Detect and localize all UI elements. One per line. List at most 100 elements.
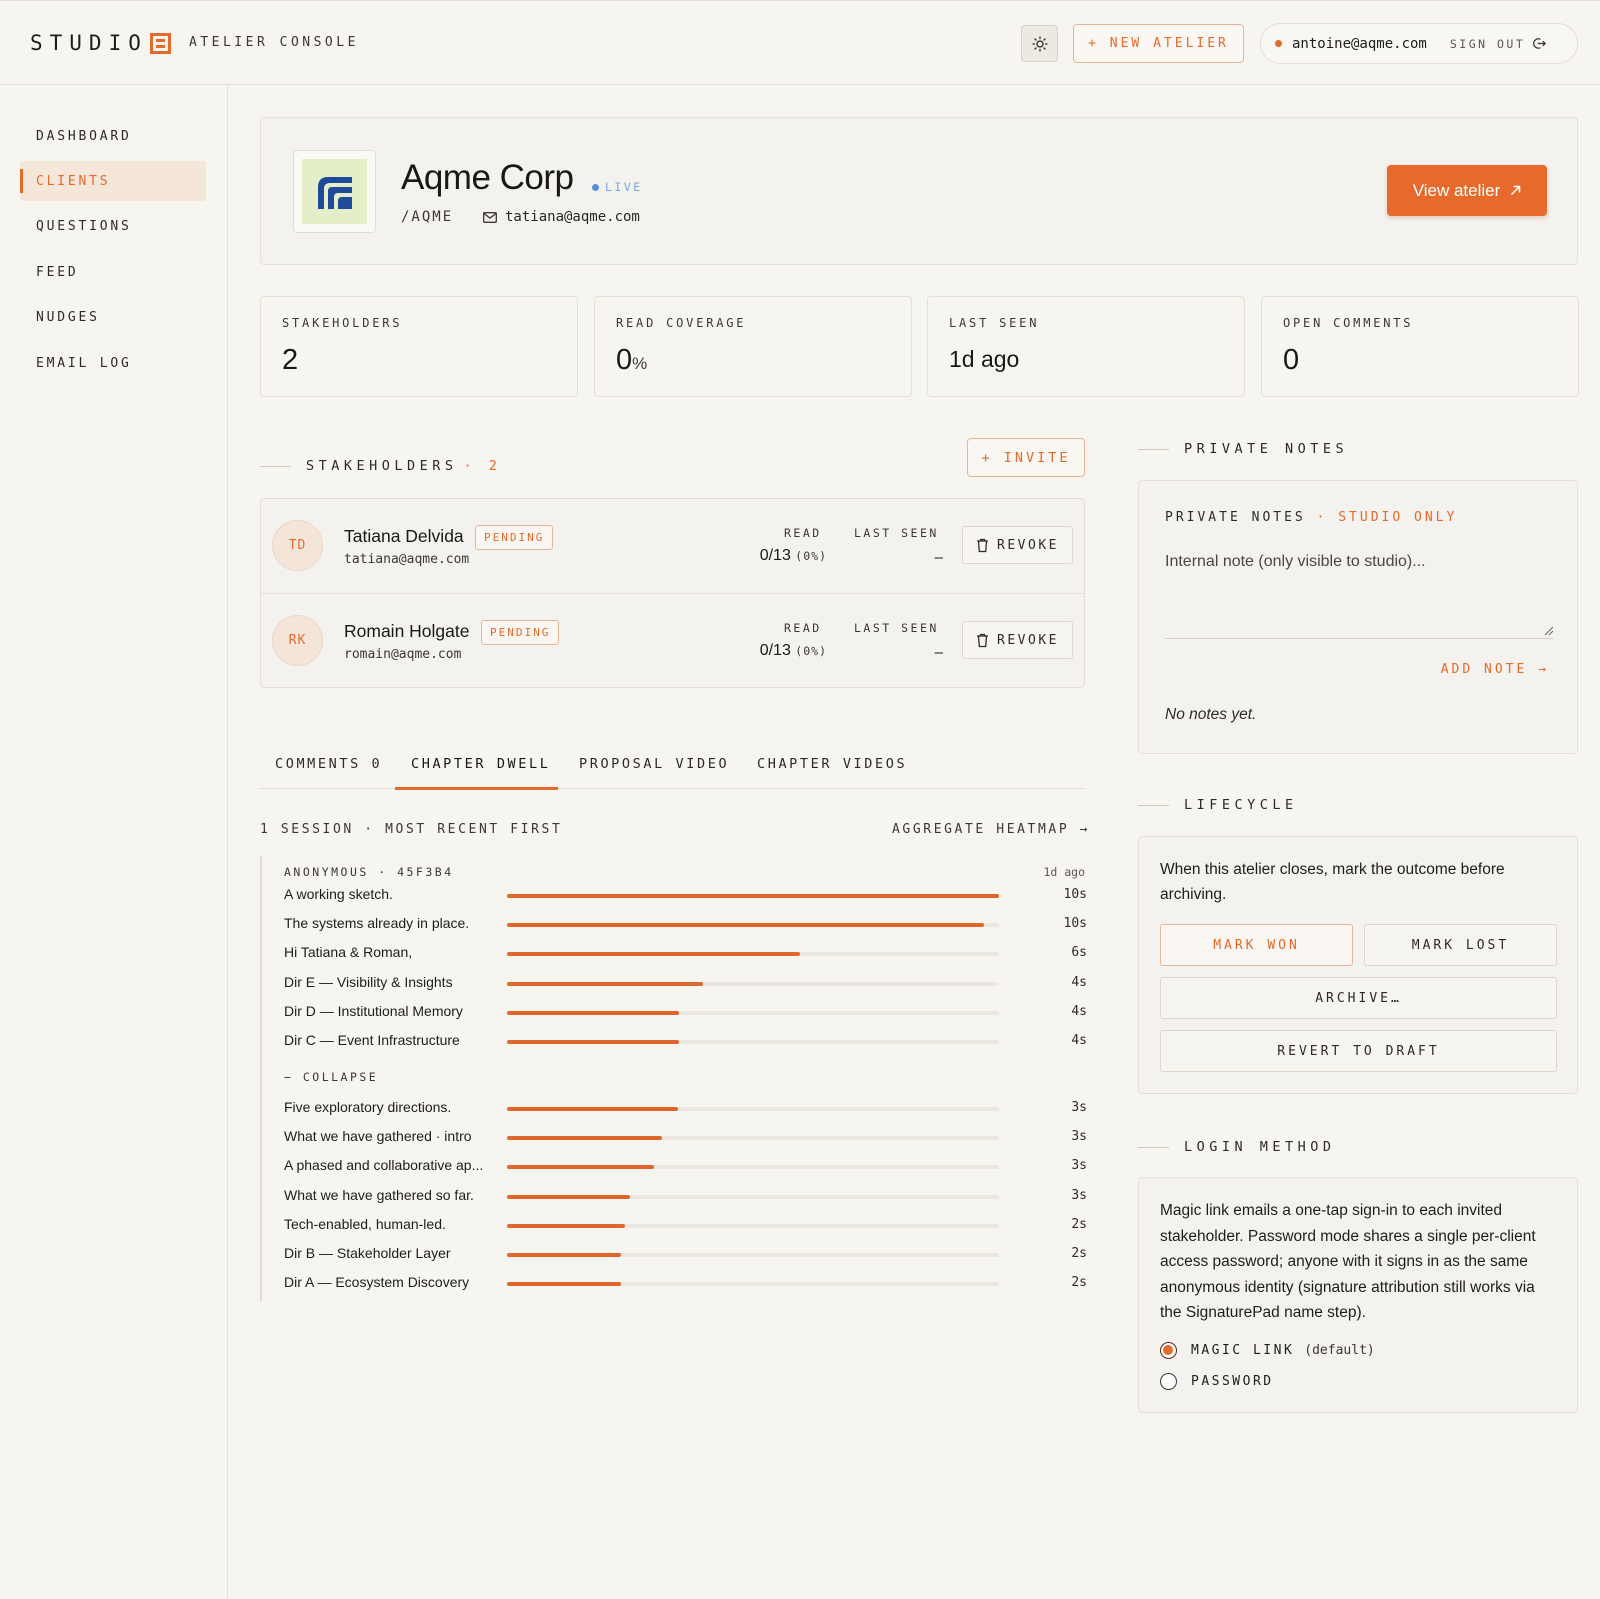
top-bar: STUDIO ATELIER CONSOLE + NEW ATELIER ant… <box>0 0 1600 85</box>
stakeholder-email: romain@aqme.com <box>344 647 462 662</box>
dwell-bar-track <box>507 1282 999 1287</box>
live-dot-icon <box>592 183 599 191</box>
login-option-label: PASSWORD <box>1191 1374 1274 1389</box>
read-column-label: READ <box>784 526 822 540</box>
read-value: 0/13 (0%) <box>759 547 827 564</box>
theme-toggle-button[interactable] <box>1021 25 1058 62</box>
view-atelier-label: View atelier <box>1412 180 1501 200</box>
login-method-section-title: LOGIN METHOD <box>1184 1139 1336 1155</box>
dwell-row: Tech-enabled, human-led. 2s <box>284 1216 1087 1236</box>
session-timestamp: 1d ago <box>1043 865 1085 879</box>
revert-to-draft-button[interactable]: REVERT TO DRAFT <box>1160 1030 1557 1072</box>
session-count-label: 1 SESSION · MOST RECENT FIRST <box>260 822 563 837</box>
chapter-label: A working sketch. <box>284 886 393 902</box>
dwell-seconds: 3s <box>1071 1187 1087 1203</box>
chapter-label: The systems already in place. <box>284 915 470 932</box>
dwell-seconds: 4s <box>1071 1033 1087 1048</box>
login-method-section-header: LOGIN METHOD <box>1138 1139 1336 1155</box>
tab-chapter-dwell[interactable]: CHAPTER DWELL <box>411 756 551 772</box>
tab-comments[interactable]: COMMENTS 0 <box>275 756 383 772</box>
sidebar-item-questions[interactable]: QUESTIONS <box>36 218 132 234</box>
dwell-seconds: 4s <box>1071 1003 1087 1019</box>
dwell-bar-fill <box>507 1253 622 1257</box>
dwell-row: Dir A — Ecosystem Discovery 2s <box>284 1274 1087 1294</box>
private-notes-section-header: PRIVATE NOTES <box>1138 441 1348 457</box>
client-email-text: tatiana@aqme.com <box>505 209 640 225</box>
sidebar-item-clients[interactable]: CLIENTS <box>20 161 206 201</box>
new-atelier-button[interactable]: + NEW ATELIER <box>1073 24 1244 63</box>
revoke-button[interactable]: REVOKE <box>962 526 1073 564</box>
dwell-row: What we have gathered so far. 3s <box>284 1187 1087 1207</box>
brand-logo[interactable]: STUDIO <box>30 31 171 55</box>
chapter-label: Dir E — Visibility & Insights <box>284 973 453 990</box>
resize-handle-icon[interactable] <box>1543 625 1553 635</box>
read-percent: (0%) <box>795 549 827 563</box>
collapse-toggle[interactable]: − COLLAPSE <box>284 1070 379 1084</box>
sidebar-item-dashboard[interactable]: DASHBOARD <box>36 128 132 144</box>
view-atelier-button[interactable]: View atelier <box>1387 165 1547 216</box>
tab-proposal-video[interactable]: PROPOSAL VIDEO <box>579 756 730 772</box>
dwell-row: Dir B — Stakeholder Layer 2s <box>284 1245 1087 1265</box>
last-seen-value: – <box>934 644 943 661</box>
client-email[interactable]: tatiana@aqme.com <box>483 209 640 225</box>
add-note-button[interactable]: ADD NOTE → <box>1440 662 1549 677</box>
dwell-seconds: 3s <box>1071 1158 1087 1174</box>
dwell-seconds: 6s <box>1071 945 1087 961</box>
dwell-row: Five exploratory directions. 3s <box>284 1099 1087 1119</box>
radio-unselected-icon[interactable] <box>1160 1373 1177 1390</box>
private-note-input[interactable] <box>1165 553 1553 639</box>
lifecycle-section-title: LIFECYCLE <box>1184 797 1298 813</box>
chapter-label: Hi Tatiana & Roman, <box>284 944 413 961</box>
chapter-label: Tech-enabled, human-led. <box>284 1215 446 1232</box>
brand-wordmark: STUDIO <box>30 31 148 55</box>
tab-chapter-videos[interactable]: CHAPTER VIDEOS <box>757 756 908 772</box>
stat-unit: % <box>632 354 648 373</box>
mail-icon <box>483 211 497 223</box>
dwell-seconds: 4s <box>1071 974 1087 990</box>
radio-selected-icon[interactable] <box>1160 1342 1177 1359</box>
stakeholders-count: · 2 <box>463 458 502 474</box>
stakeholder-name: Tatiana Delvida <box>344 526 464 546</box>
section-rule <box>260 465 291 467</box>
revoke-label: REVOKE <box>997 537 1059 553</box>
login-option-magic-link[interactable]: MAGIC LINK (default) <box>1160 1342 1375 1359</box>
revoke-button[interactable]: REVOKE <box>962 621 1073 659</box>
dwell-bar-fill <box>507 894 999 898</box>
aggregate-heatmap-link[interactable]: AGGREGATE HEATMAP → <box>892 822 1091 837</box>
mark-lost-button[interactable]: MARK LOST <box>1364 924 1557 966</box>
status-badge: PENDING <box>475 525 554 550</box>
trash-icon <box>977 538 989 552</box>
dwell-seconds: 2s <box>1071 1246 1087 1261</box>
lifecycle-section-header: LIFECYCLE <box>1138 797 1298 813</box>
client-logo <box>293 150 376 233</box>
chapter-label: A phased and collaborative ap... <box>284 1157 484 1174</box>
sidebar-item-nudges[interactable]: NUDGES <box>36 309 100 325</box>
login-option-password[interactable]: PASSWORD <box>1160 1373 1274 1390</box>
section-rule <box>1138 804 1169 806</box>
active-tab-indicator <box>395 787 558 790</box>
dwell-bar-track <box>507 1194 999 1199</box>
dwell-seconds: 10s <box>1063 887 1087 902</box>
invite-button[interactable]: + INVITE <box>967 438 1085 477</box>
dwell-bar-track <box>507 923 999 928</box>
archive-button[interactable]: ARCHIVE… <box>1160 977 1557 1019</box>
trash-icon <box>977 633 989 647</box>
login-method-panel: Magic link emails a one-tap sign-in to e… <box>1138 1177 1578 1413</box>
dwell-bar-fill <box>507 1040 680 1044</box>
dwell-row: Hi Tatiana & Roman, 6s <box>284 944 1087 964</box>
dwell-seconds: 2s <box>1071 1216 1087 1232</box>
brand-mark-icon <box>149 32 171 54</box>
sign-out-button[interactable]: SIGN OUT <box>1450 36 1547 51</box>
sidebar-item-feed[interactable]: FEED <box>36 264 79 280</box>
user-menu: antoine@aqme.com SIGN OUT <box>1260 23 1578 64</box>
dwell-bar-fill <box>507 1165 654 1170</box>
private-notes-section-title: PRIVATE NOTES <box>1184 441 1349 457</box>
sidebar-item-email-log[interactable]: EMAIL LOG <box>36 355 132 371</box>
login-option-note: (default) <box>1304 1343 1375 1358</box>
dwell-bar-fill <box>507 1010 680 1015</box>
dwell-row: Dir E — Visibility & Insights 4s <box>284 974 1087 994</box>
dwell-bar-track <box>507 1253 999 1257</box>
stat-card-open-comments: OPEN COMMENTS 0 <box>1261 296 1579 397</box>
sign-out-label: SIGN OUT <box>1449 36 1526 51</box>
mark-won-button[interactable]: MARK WON <box>1160 924 1353 966</box>
